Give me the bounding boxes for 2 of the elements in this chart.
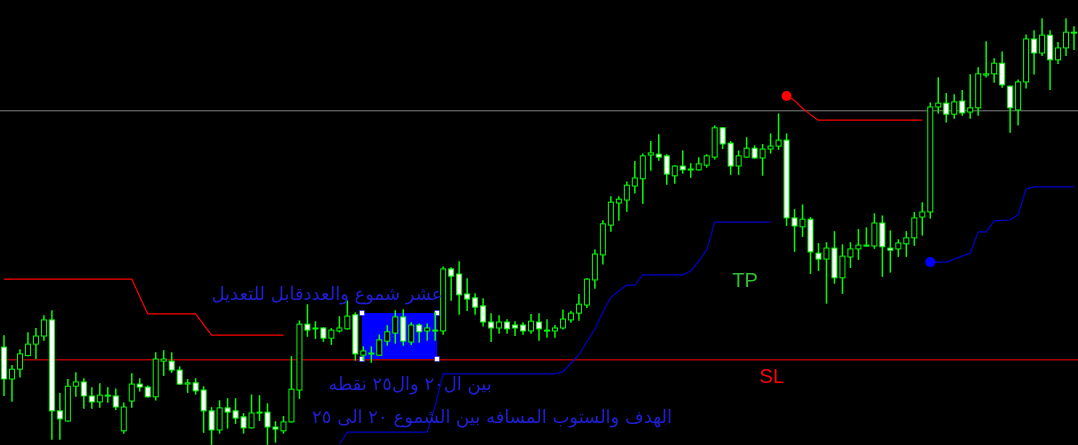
ref-line-label: SL [759,364,785,387]
annotation: TP [732,269,758,291]
